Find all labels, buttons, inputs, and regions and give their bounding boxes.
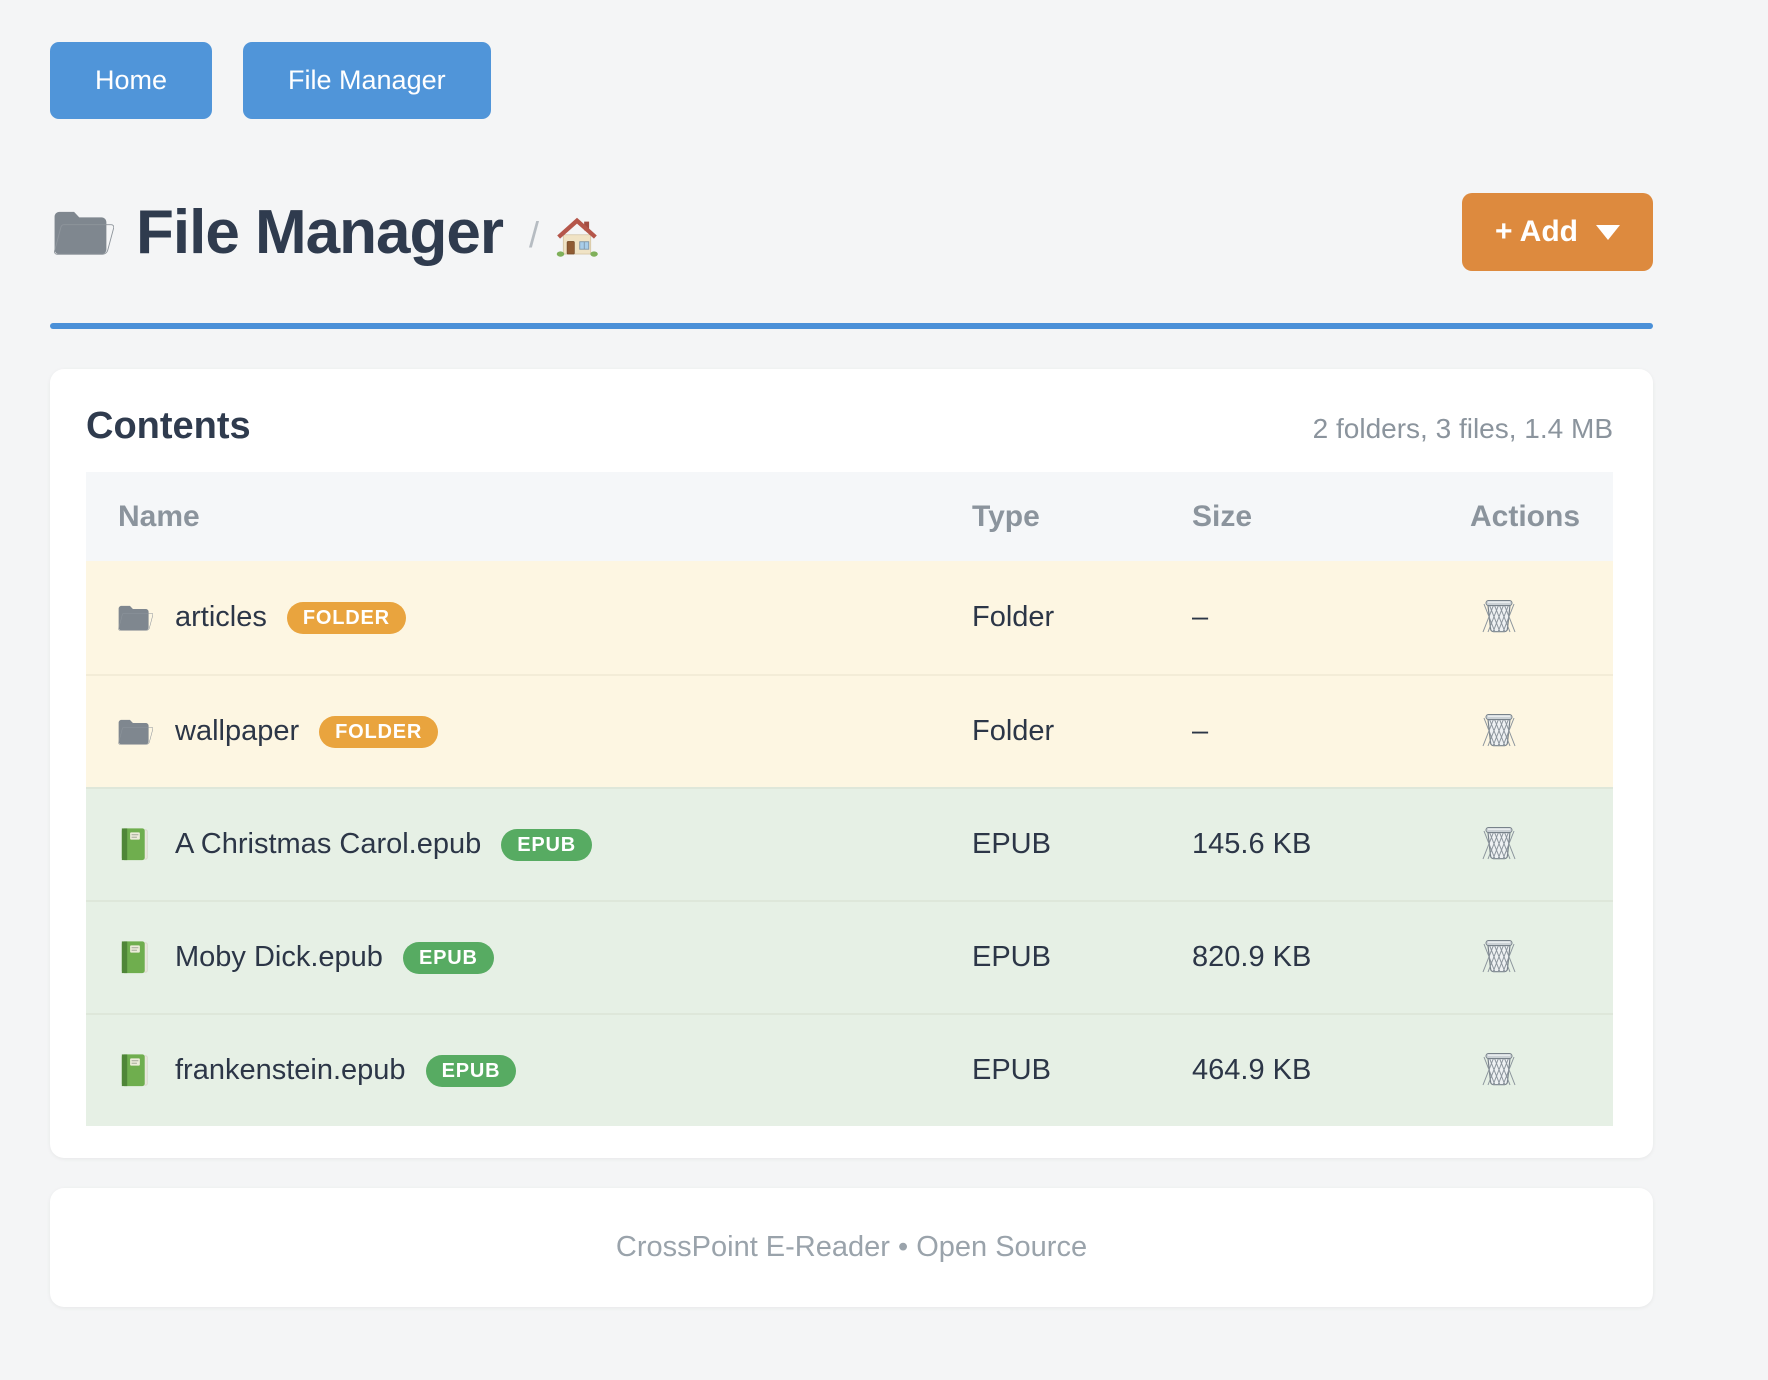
name-cell: Moby Dick.epub EPUB xyxy=(86,939,972,976)
actions-cell xyxy=(1470,707,1613,756)
caret-down-icon xyxy=(1596,224,1620,240)
delete-button[interactable] xyxy=(1476,1046,1522,1090)
file-name[interactable]: A Christmas Carol.epub xyxy=(175,828,482,860)
table-row: Moby Dick.epub EPUB EPUB 820.9 KB xyxy=(86,900,1613,1013)
actions-cell xyxy=(1470,933,1613,982)
size-cell: 145.6 KB xyxy=(1192,828,1312,860)
trash-icon xyxy=(1481,596,1517,634)
header-divider xyxy=(50,323,1653,329)
trash-icon xyxy=(1481,1049,1517,1087)
folder-icon xyxy=(50,203,114,261)
file-name[interactable]: articles xyxy=(175,601,267,633)
column-header-actions: Actions xyxy=(1470,499,1581,533)
type-badge: FOLDER xyxy=(319,715,439,748)
file-manager-page: Home File Manager File Manager / + Add C… xyxy=(50,42,1653,1307)
page-header: File Manager / + Add xyxy=(50,192,1653,272)
delete-button[interactable] xyxy=(1476,593,1522,637)
delete-button[interactable] xyxy=(1476,820,1522,864)
size-cell: 464.9 KB xyxy=(1192,1054,1312,1086)
type-badge: EPUB xyxy=(425,1054,517,1087)
column-header-name: Name xyxy=(118,499,200,533)
house-icon[interactable] xyxy=(555,215,599,259)
contents-summary: 2 folders, 3 files, 1.4 MB xyxy=(1312,413,1613,444)
name-cell: wallpaper FOLDER xyxy=(86,713,972,750)
trash-icon xyxy=(1481,823,1517,861)
file-name[interactable]: frankenstein.epub xyxy=(175,1054,406,1086)
table-row: frankenstein.epub EPUB EPUB 464.9 KB xyxy=(86,1013,1613,1126)
book-icon xyxy=(116,826,153,863)
page-title: File Manager xyxy=(136,197,504,267)
table-body: articles FOLDER Folder – wallpaper FOLDE… xyxy=(86,561,1613,1126)
footer-text: CrossPoint E-Reader • Open Source xyxy=(615,1231,1088,1263)
type-badge: EPUB xyxy=(501,828,593,861)
contents-card-header: Contents 2 folders, 3 files, 1.4 MB xyxy=(86,405,1613,448)
name-cell: A Christmas Carol.epub EPUB xyxy=(86,826,972,863)
contents-card: Contents 2 folders, 3 files, 1.4 MB Name… xyxy=(50,369,1653,1158)
table-header-row: Name Type Size Actions xyxy=(86,472,1613,561)
actions-cell xyxy=(1470,1046,1613,1095)
footer-card: CrossPoint E-Reader • Open Source xyxy=(50,1188,1653,1307)
table-row: articles FOLDER Folder – xyxy=(86,561,1613,674)
trash-icon xyxy=(1481,936,1517,974)
actions-cell xyxy=(1470,593,1613,642)
contents-heading: Contents xyxy=(86,405,251,447)
type-badge: EPUB xyxy=(402,941,494,974)
table-row: A Christmas Carol.epub EPUB EPUB 145.6 K… xyxy=(86,787,1613,900)
delete-button[interactable] xyxy=(1476,707,1522,751)
type-cell: EPUB xyxy=(972,1054,1051,1086)
size-cell: – xyxy=(1192,715,1209,747)
column-header-type: Type xyxy=(972,499,1040,533)
size-cell: 820.9 KB xyxy=(1192,941,1312,973)
title-group: File Manager / xyxy=(50,197,599,268)
type-cell: EPUB xyxy=(972,941,1051,973)
name-cell: articles FOLDER xyxy=(86,599,972,636)
file-name[interactable]: Moby Dick.epub xyxy=(175,941,383,973)
book-icon xyxy=(116,939,153,976)
type-cell: Folder xyxy=(972,601,1055,633)
files-table: Name Type Size Actions articles FOLDER F… xyxy=(86,472,1613,1126)
folder-icon xyxy=(116,713,153,750)
name-cell: frankenstein.epub EPUB xyxy=(86,1052,972,1089)
delete-button[interactable] xyxy=(1476,933,1522,977)
folder-icon xyxy=(116,599,153,636)
file-name[interactable]: wallpaper xyxy=(175,715,300,747)
nav-home-button[interactable]: Home xyxy=(50,42,213,119)
add-button-label: + Add xyxy=(1494,215,1578,248)
column-header-size: Size xyxy=(1192,499,1253,533)
book-icon xyxy=(116,1052,153,1089)
breadcrumb-separator: / xyxy=(529,214,540,255)
type-cell: EPUB xyxy=(972,828,1051,860)
trash-icon xyxy=(1481,710,1517,748)
type-badge: FOLDER xyxy=(286,601,406,634)
top-nav: Home File Manager xyxy=(50,42,1653,119)
add-button[interactable]: + Add xyxy=(1461,193,1653,271)
size-cell: – xyxy=(1192,601,1209,633)
type-cell: Folder xyxy=(972,715,1055,747)
actions-cell xyxy=(1470,820,1613,869)
nav-file-manager-button[interactable]: File Manager xyxy=(243,42,491,119)
table-row: wallpaper FOLDER Folder – xyxy=(86,674,1613,787)
